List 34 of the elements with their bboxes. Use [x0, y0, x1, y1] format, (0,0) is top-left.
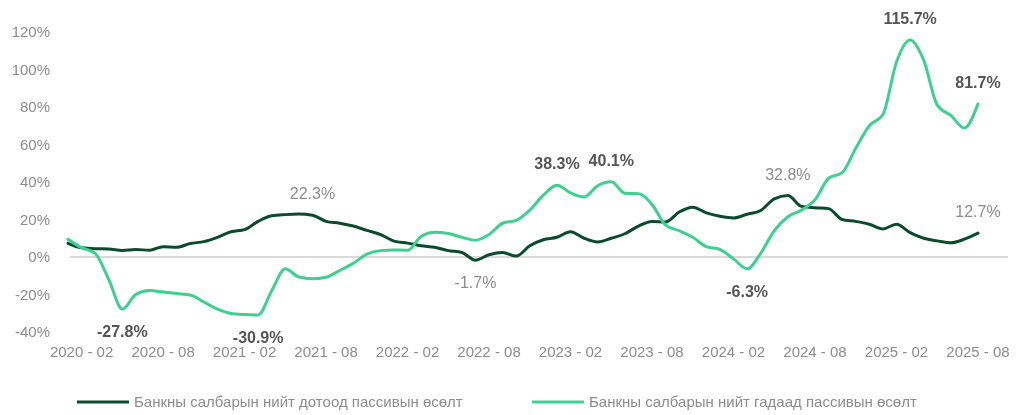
x-tick-label: 2023 - 08: [620, 343, 684, 360]
y-tick-label: 0%: [28, 248, 50, 266]
x-tick-label: 2023 - 02: [538, 343, 603, 360]
y-tick-label: 120%: [11, 23, 50, 41]
data-label: 38.3%: [534, 155, 580, 173]
y-tick-label: 60%: [19, 135, 50, 153]
data-label: 115.7%: [883, 10, 937, 28]
data-label: -30.9%: [232, 328, 284, 346]
legend-label: Банкны салбарын нийт дотоод пассивын өсөлт: [134, 393, 463, 410]
y-tick-label: 20%: [19, 210, 50, 228]
x-tick-label: 2022 - 02: [375, 343, 440, 360]
y-tick-label: -40%: [14, 323, 50, 341]
x-tick-label: 2021 - 02: [212, 343, 277, 360]
x-tick-label: 2025 - 02: [864, 343, 929, 360]
x-tick-label: 2024 - 08: [783, 343, 847, 360]
x-tick-label: 2025 - 08: [946, 343, 1010, 360]
x-tick-label: 2020 - 02: [49, 343, 114, 360]
x-tick-label: 2024 - 02: [701, 343, 766, 360]
y-tick-label: -20%: [14, 285, 50, 303]
legend-label: Банкны салбарын нийт гадаад пассивын өсөлт: [589, 393, 917, 410]
x-tick-label: 2020 - 08: [131, 343, 195, 360]
data-label: -27.8%: [96, 323, 148, 341]
data-label: -1.7%: [454, 274, 497, 292]
y-tick-label: 100%: [11, 60, 50, 78]
data-label: 12.7%: [955, 203, 1001, 221]
y-tick-label: 80%: [19, 98, 50, 116]
x-tick-label: 2021 - 08: [294, 343, 358, 360]
data-label: 81.7%: [955, 73, 1001, 91]
data-label: -6.3%: [726, 282, 768, 300]
data-label: 32.8%: [765, 165, 811, 183]
data-label: 40.1%: [588, 151, 634, 169]
y-tick-label: 40%: [19, 173, 50, 191]
x-tick-label: 2022 - 08: [457, 343, 521, 360]
data-label: 22.3%: [289, 185, 336, 203]
